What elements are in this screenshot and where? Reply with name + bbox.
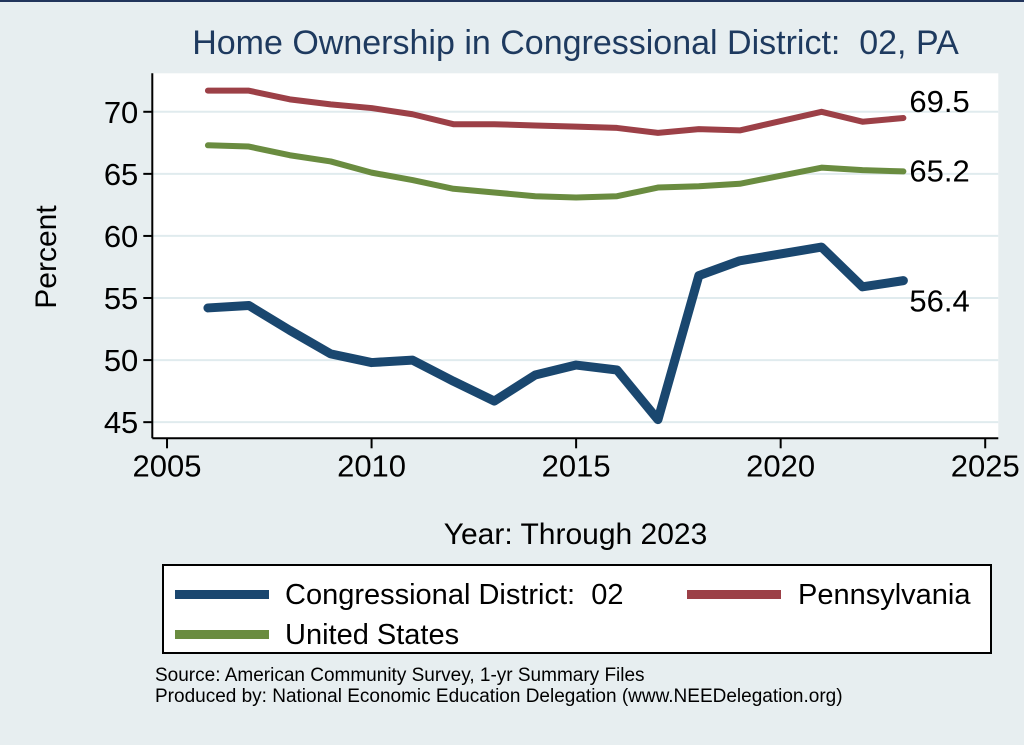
x-axis-title: Year: Through 2023 bbox=[443, 518, 708, 551]
legend-swatch-congressional-district-02 bbox=[175, 590, 269, 599]
y-tick-label-45: 45 bbox=[104, 405, 138, 440]
produced-by-note: Produced by: National Economic Education… bbox=[155, 685, 843, 707]
end-value-label-congressional-district-02: 56.4 bbox=[909, 284, 969, 319]
x-tick-label-2005: 2005 bbox=[133, 448, 202, 483]
x-tick-label-2020: 2020 bbox=[746, 448, 815, 483]
chart-title: Home Ownership in Congressional District… bbox=[192, 24, 959, 62]
footer-notes: Source: American Community Survey, 1-yr … bbox=[155, 665, 843, 707]
legend-label-united-states: United States bbox=[285, 619, 460, 651]
top-border-line bbox=[0, 0, 1024, 2]
y-axis-title: Percent bbox=[30, 205, 63, 309]
legend-swatch-pennsylvania bbox=[687, 590, 781, 599]
y-tick-label-55: 55 bbox=[104, 281, 138, 316]
end-value-label-pennsylvania: 69.5 bbox=[909, 84, 969, 119]
series-line-pennsylvania bbox=[204, 87, 907, 136]
legend: Congressional District: 02 Pennsylvania … bbox=[162, 564, 992, 654]
x-tick-label-2025: 2025 bbox=[951, 448, 1020, 483]
end-value-label-united-states: 65.2 bbox=[909, 153, 969, 188]
y-tick-label-50: 50 bbox=[104, 343, 138, 378]
y-tick-label-65: 65 bbox=[104, 157, 138, 192]
x-tick-label-2010: 2010 bbox=[337, 448, 406, 483]
source-note: Source: American Community Survey, 1-yr … bbox=[155, 665, 645, 686]
series-line-united-states bbox=[204, 142, 907, 201]
legend-label-congressional-district-02: Congressional District: 02 bbox=[285, 579, 624, 611]
plot-background bbox=[152, 73, 999, 439]
x-tick-label-2015: 2015 bbox=[542, 448, 611, 483]
legend-swatch-united-states bbox=[175, 630, 269, 639]
y-tick-label-70: 70 bbox=[104, 95, 138, 130]
y-tick-label-60: 60 bbox=[104, 219, 138, 254]
series-line-congressional-district-02 bbox=[203, 242, 908, 425]
legend-label-pennsylvania: Pennsylvania bbox=[798, 579, 971, 611]
